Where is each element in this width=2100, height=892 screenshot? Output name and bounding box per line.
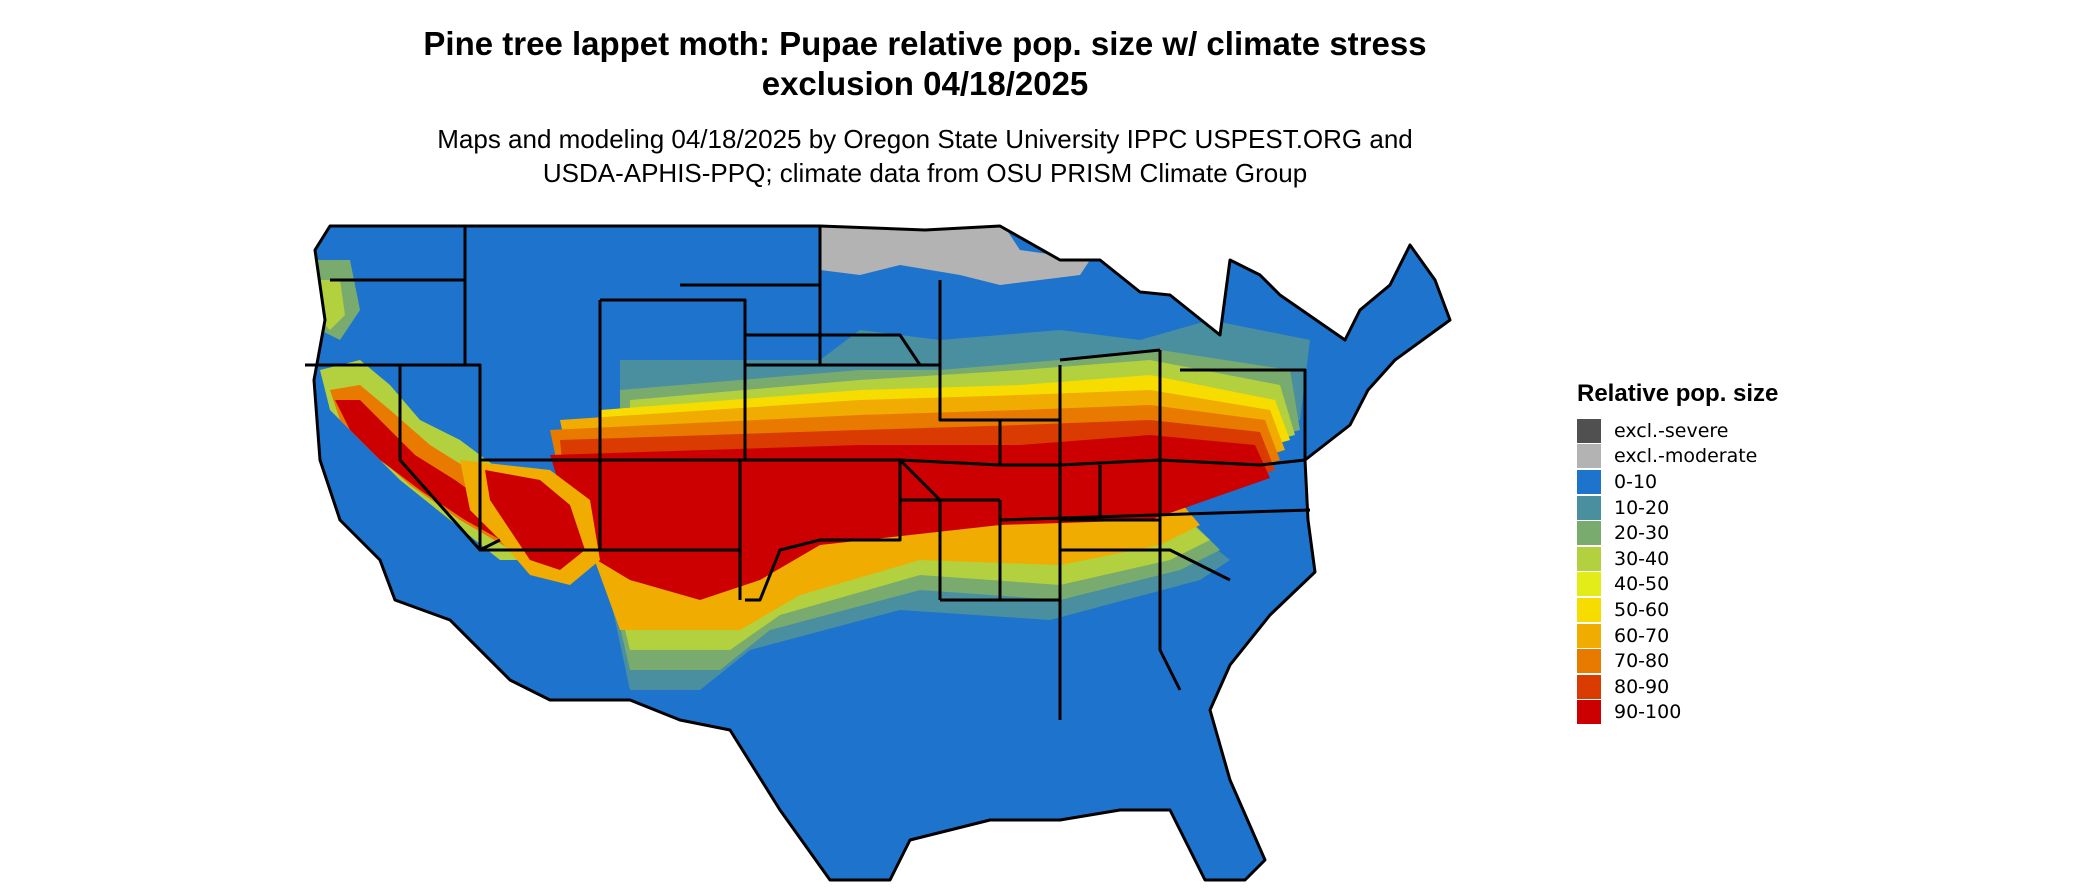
legend-label: 80-90 (1614, 675, 1670, 698)
legend: Relative pop. size excl.-severe excl.-mo… (1577, 380, 1778, 725)
legend-label: 0-10 (1614, 470, 1658, 493)
legend-item: excl.-severe (1577, 418, 1778, 444)
legend-item: excl.-moderate (1577, 444, 1778, 470)
legend-label: 10-20 (1614, 496, 1670, 519)
legend-item: 50-60 (1577, 597, 1778, 623)
legend-swatch (1577, 674, 1601, 699)
legend-swatch (1577, 623, 1601, 648)
legend-swatch (1577, 495, 1601, 520)
legend-item: 30-40 (1577, 546, 1778, 572)
map-title-line-2: exclusion 04/18/2025 (761, 65, 1089, 102)
legend-label: 90-100 (1614, 701, 1682, 724)
legend-label: 60-70 (1614, 624, 1670, 647)
map-subtitle-line-1: Maps and modeling 04/18/2025 by Oregon S… (437, 124, 1413, 154)
legend-label: excl.-moderate (1614, 445, 1758, 468)
map-title: Pine tree lappet moth: Pupae relative po… (0, 24, 1850, 104)
legend-swatch (1577, 444, 1601, 469)
map-subtitle: Maps and modeling 04/18/2025 by Oregon S… (0, 122, 1850, 190)
legend-label: 50-60 (1614, 598, 1670, 621)
legend-item: 0-10 (1577, 469, 1778, 495)
legend-swatch (1577, 521, 1601, 546)
legend-item: 20-30 (1577, 520, 1778, 546)
map-title-line-1: Pine tree lappet moth: Pupae relative po… (423, 25, 1427, 62)
band-excl-moderate (820, 226, 1090, 285)
legend-item: 70-80 (1577, 648, 1778, 674)
risk-bands (314, 226, 1450, 880)
legend-title: Relative pop. size (1577, 380, 1779, 407)
legend-item: 80-90 (1577, 674, 1778, 700)
us-risk-map (305, 224, 1452, 882)
legend-swatch (1577, 597, 1601, 622)
legend-swatch (1577, 469, 1601, 494)
legend-item: 40-50 (1577, 572, 1778, 598)
legend-swatch (1577, 418, 1601, 443)
legend-label: 30-40 (1614, 547, 1670, 570)
state-boundaries (305, 224, 1452, 882)
legend-item: 60-70 (1577, 623, 1778, 649)
legend-swatch (1577, 546, 1601, 571)
legend-swatch (1577, 649, 1601, 674)
legend-swatch (1577, 700, 1601, 725)
band-90-100 (550, 435, 1270, 600)
legend-label: 40-50 (1614, 573, 1670, 596)
map-subtitle-line-2: USDA-APHIS-PPQ; climate data from OSU PR… (542, 158, 1308, 188)
legend-item: 90-100 (1577, 700, 1778, 726)
band-southwest-90-100 (485, 470, 585, 570)
legend-label: 70-80 (1614, 650, 1670, 673)
legend-label: 20-30 (1614, 522, 1670, 545)
legend-label: excl.-severe (1614, 419, 1729, 442)
legend-swatch (1577, 572, 1601, 597)
legend-item: 10-20 (1577, 495, 1778, 521)
